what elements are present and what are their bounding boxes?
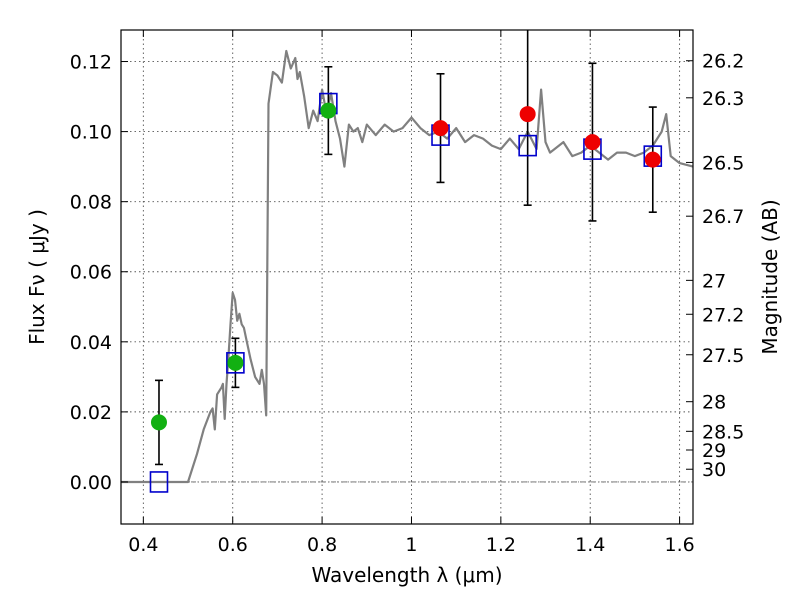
mag-tick-label: 29 [702,440,726,462]
observed-nir-point [644,151,661,168]
observed-nir-point [584,134,601,151]
x-tick-label: 0.6 [218,534,248,556]
tick-labels: 0.4 0.6 0.8 1 1.2 1.4 1.6 0.00 0.02 0.04 0.06 0.08 0… [70,51,745,556]
x-tick-label: 1.2 [486,534,516,556]
model-photometry-points [149,92,663,493]
y-tick-label: 0.00 [70,472,112,494]
model-point [518,134,537,157]
observed-photometry-points [150,102,661,431]
observed-nir-point [432,120,449,137]
mag-tick-label: 26.7 [702,206,744,228]
y-axis-title: Flux Fν ( μJy ) [25,209,49,345]
observed-optical-point [320,102,337,119]
mag-tick-label: 26.3 [702,88,744,110]
x-axis-title: Wavelength λ (μm) [311,563,502,587]
y-tick-label: 0.10 [70,122,112,144]
grid-lines [121,30,693,524]
observed-nir-point [519,106,536,123]
x-tick-label: 1.6 [664,534,694,556]
y-tick-label: 0.08 [70,192,112,214]
model-point [149,471,169,493]
mag-tick-label: 26.5 [702,152,744,174]
plot-frame [120,29,694,525]
y-tick-label: 0.02 [70,402,112,424]
x-tick-label: 0.4 [128,534,158,556]
spectrum-layer [121,49,694,484]
mag-tick-label: 27.5 [702,345,744,367]
x-tick-label: 0.8 [307,534,337,556]
x-tick-label: 1 [405,534,417,556]
y-tick-label: 0.06 [70,262,112,284]
mag-tick-label: 26.2 [702,51,744,73]
mag-tick-label: 30 [702,459,726,481]
mag-tick-label: 27 [702,270,726,292]
observed-optical-point [227,354,244,371]
axis-ticks [121,30,693,524]
x-tick-label: 1.4 [575,534,605,556]
error-bars [154,30,657,466]
spectrum-line [121,49,694,484]
right-axis-title: Magnitude (AB) [758,199,782,354]
mag-tick-label: 28.5 [702,421,744,443]
observed-optical-point [150,414,167,431]
mag-tick-label: 27.2 [702,304,744,326]
model-point [226,352,245,374]
mag-tick-label: 28 [702,392,726,414]
y-tick-label: 0.12 [70,52,112,74]
y-tick-label: 0.04 [70,332,112,354]
